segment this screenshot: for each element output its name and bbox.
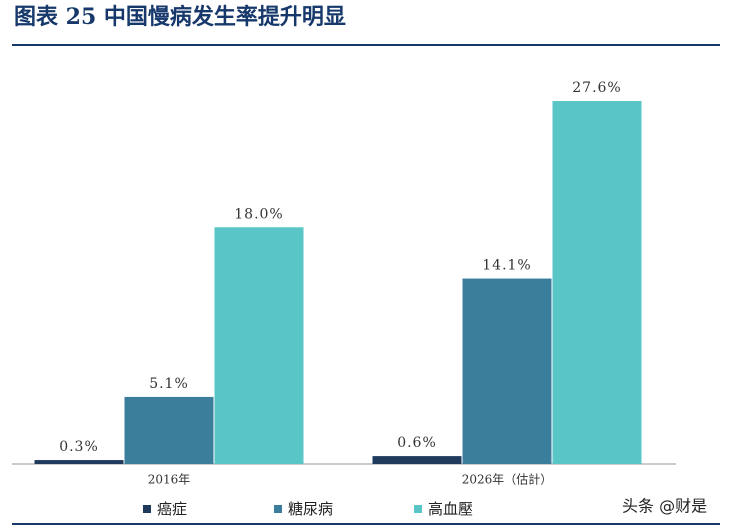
value-label: 0.3% <box>59 439 99 455</box>
x-tick-label: 2016年 <box>148 473 191 487</box>
legend-swatch <box>274 505 282 513</box>
bar <box>462 278 552 464</box>
watermark: 头条 @财是 <box>622 497 707 516</box>
legend-swatch <box>414 505 422 513</box>
bar <box>124 396 214 464</box>
bar <box>372 456 462 464</box>
bar <box>214 227 304 464</box>
chart-title: 图表 25 中国慢病发生率提升明显 <box>14 4 346 30</box>
value-label: 18.0% <box>234 206 283 222</box>
value-label: 14.1% <box>482 258 531 274</box>
value-label: 0.6% <box>397 435 437 451</box>
legend-label: 癌症 <box>157 500 187 518</box>
legend-label: 糖尿病 <box>288 500 333 518</box>
x-tick-label: 2026年（估計） <box>462 472 553 487</box>
legend-label: 高血壓 <box>428 500 473 518</box>
bar <box>34 460 124 464</box>
bar <box>552 101 642 464</box>
value-label: 27.6% <box>572 80 621 96</box>
value-label: 5.1% <box>149 376 189 392</box>
legend-swatch <box>143 505 151 513</box>
